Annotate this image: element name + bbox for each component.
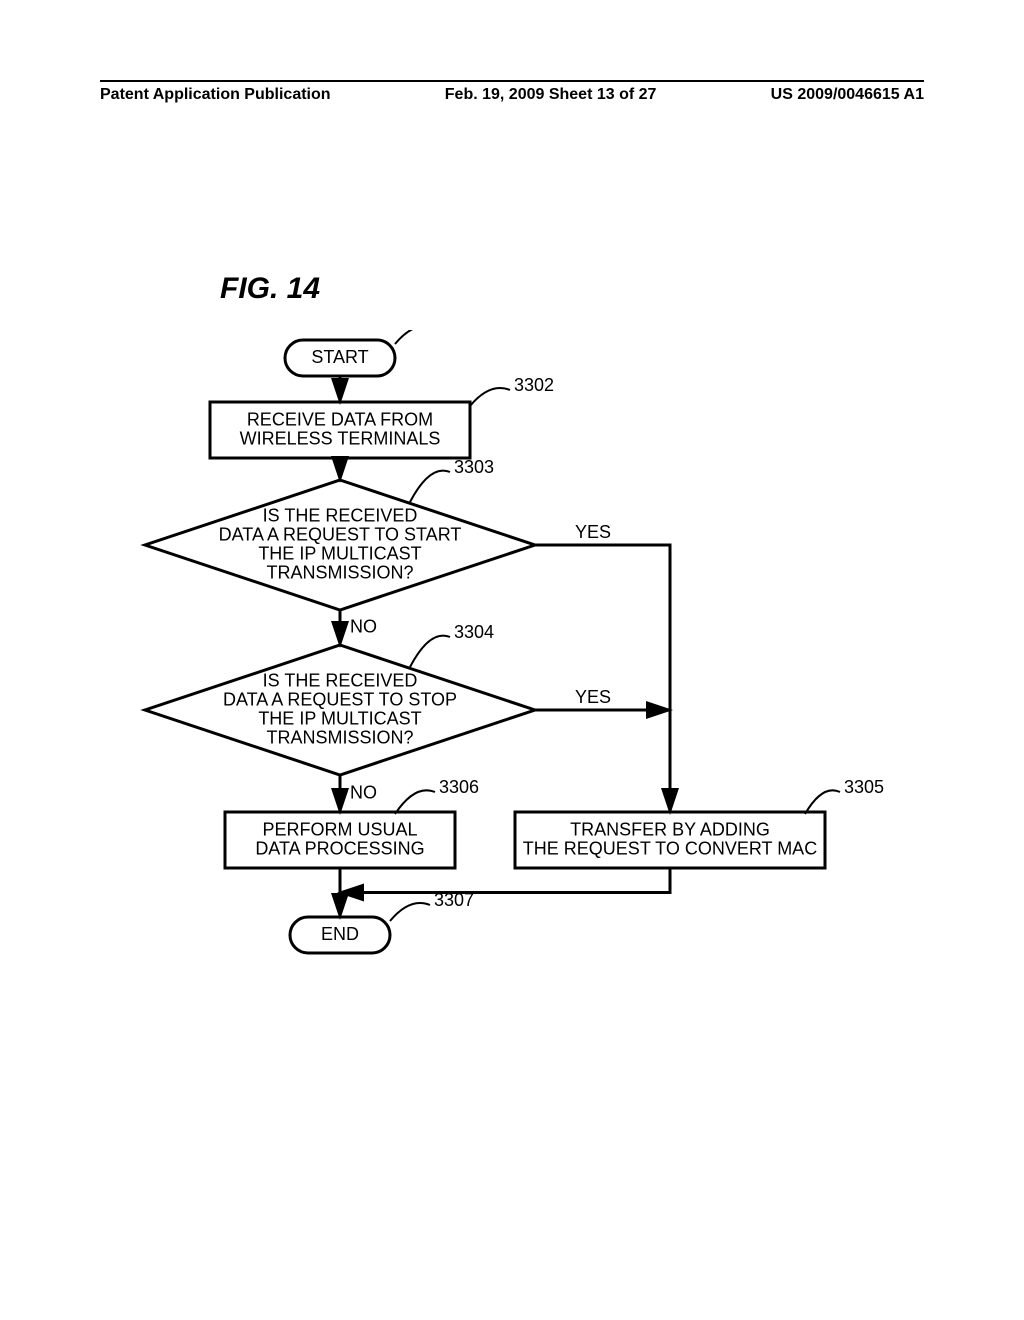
svg-text:3305: 3305 [844, 777, 884, 797]
svg-text:END: END [321, 924, 359, 944]
page-header: Patent Application Publication Feb. 19, … [100, 80, 924, 104]
svg-text:NO: NO [350, 782, 377, 802]
flowchart: START RECEIVE DATA FROMWIRELESS TERMINALS… [100, 330, 920, 1010]
svg-text:3302: 3302 [514, 375, 554, 395]
figure-label: FIG. 14 [220, 272, 320, 306]
svg-text:3304: 3304 [454, 622, 494, 642]
svg-text:3306: 3306 [439, 777, 479, 797]
svg-text:NO: NO [350, 616, 377, 636]
svg-text:RECEIVE DATA FROMWIRELESS TERM: RECEIVE DATA FROMWIRELESS TERMINALS [240, 409, 441, 448]
header-right: US 2009/0046615 A1 [771, 86, 924, 104]
header-center: Feb. 19, 2009 Sheet 13 of 27 [445, 86, 657, 104]
svg-text:YES: YES [575, 522, 611, 542]
svg-text:3303: 3303 [454, 457, 494, 477]
svg-text:PERFORM USUALDATA PROCESSING: PERFORM USUALDATA PROCESSING [255, 819, 424, 858]
page: Patent Application Publication Feb. 19, … [0, 0, 1024, 1320]
svg-text:YES: YES [575, 687, 611, 707]
header-left: Patent Application Publication [100, 86, 331, 104]
svg-text:3301: 3301 [439, 330, 479, 333]
svg-text:START: START [311, 347, 368, 367]
svg-text:3307: 3307 [434, 890, 474, 910]
